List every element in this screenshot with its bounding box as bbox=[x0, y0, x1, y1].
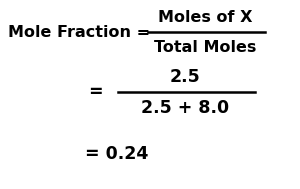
Text: 2.5 + 8.0: 2.5 + 8.0 bbox=[141, 99, 229, 117]
Text: Mole Fraction =: Mole Fraction = bbox=[8, 25, 156, 40]
Text: Moles of X: Moles of X bbox=[158, 9, 252, 25]
Text: = 0.24: = 0.24 bbox=[85, 145, 148, 163]
Text: =: = bbox=[88, 84, 102, 101]
Text: 2.5: 2.5 bbox=[169, 68, 200, 86]
Text: Total Moles: Total Moles bbox=[154, 40, 256, 56]
